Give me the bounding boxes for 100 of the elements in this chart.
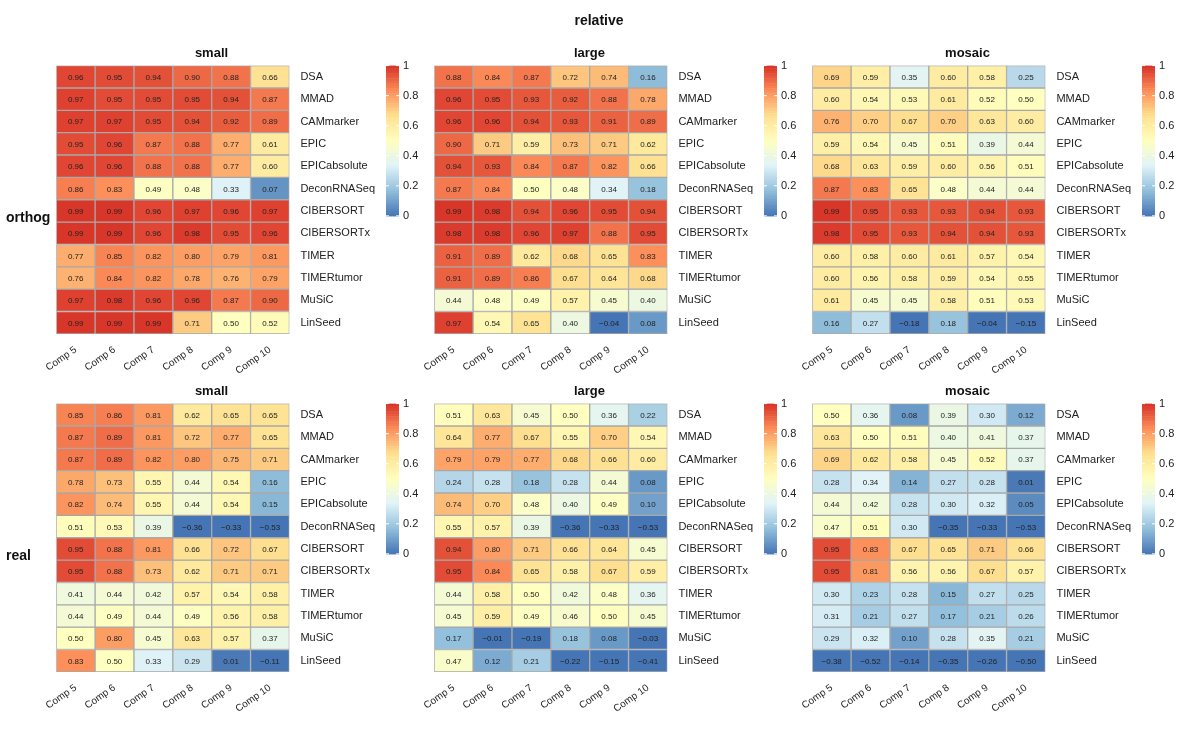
data-label: 0.49: [601, 499, 617, 509]
data-label: 0.34: [862, 477, 879, 487]
data-label: 0.39: [940, 410, 957, 420]
data-label: 0.81: [145, 410, 162, 420]
color-bar-label: 0.2: [1159, 516, 1175, 529]
data-label: 0.52: [979, 94, 995, 104]
data-label: 0.71: [601, 139, 617, 149]
y-tick-label: MMAD: [300, 92, 335, 105]
y-tick-label: DeconRNASeq: [300, 181, 375, 194]
color-bar-label: 0: [403, 208, 410, 221]
color-bar-label: 0.2: [1159, 178, 1175, 191]
data-label: 0.93: [901, 228, 918, 238]
y-tick-label: LinSeed: [300, 315, 341, 328]
data-label: 0.17: [940, 611, 957, 621]
color-bar-label: 0.2: [781, 516, 797, 529]
data-label: 0.96: [184, 295, 201, 305]
data-label: 0.25: [1018, 72, 1034, 82]
data-label: 0.79: [445, 454, 462, 464]
y-tick-label: DSA: [300, 407, 324, 420]
data-label: 0.88: [106, 544, 123, 554]
data-label: 0.71: [262, 566, 278, 576]
data-label: 0.63: [979, 116, 995, 126]
data-label: 0.95: [67, 566, 84, 576]
data-label: 0.44: [1018, 139, 1034, 149]
y-tick-label: MMAD: [1056, 430, 1091, 443]
data-label: 0.57: [979, 251, 995, 261]
data-label: 0.69: [823, 454, 840, 464]
data-label: 0.44: [106, 589, 123, 599]
y-tick-label: MuSiC: [678, 631, 712, 644]
data-label: 0.28: [901, 589, 918, 599]
data-label: 0.84: [484, 72, 501, 82]
data-label: 0.74: [106, 499, 123, 509]
data-label: 0.67: [262, 544, 278, 554]
data-label: 0.48: [562, 184, 579, 194]
color-bar-label: 0.8: [781, 88, 797, 101]
data-label: 0.45: [901, 295, 918, 305]
data-label: 0.96: [106, 161, 123, 171]
color-bar-label: 1: [781, 396, 788, 409]
data-label: −0.04: [976, 318, 998, 328]
data-label: 0.54: [223, 589, 239, 599]
data-label: 0.67: [523, 432, 540, 442]
data-label: 0.59: [640, 566, 656, 576]
data-label: 0.12: [484, 656, 501, 666]
data-label: 0.50: [523, 589, 540, 599]
data-label: 0.77: [523, 454, 540, 464]
data-label: 0.90: [445, 139, 462, 149]
color-bar-label: 0.8: [403, 426, 419, 439]
data-label: 0.48: [601, 589, 617, 599]
y-tick-label: EPICabsolute: [1056, 497, 1124, 510]
y-tick-label: CAMmarker: [300, 114, 360, 127]
data-label: 0.88: [601, 228, 617, 238]
data-label: 0.58: [262, 611, 278, 621]
data-label: 0.82: [601, 161, 617, 171]
data-label: 0.94: [979, 206, 995, 216]
data-label: −0.33: [598, 522, 620, 532]
data-label: 0.12: [1018, 410, 1034, 420]
y-tick-label: EPIC: [678, 136, 705, 149]
color-bar-label: 1: [403, 58, 410, 71]
data-label: 0.97: [67, 295, 84, 305]
data-label: 0.48: [523, 499, 540, 509]
data-label: 0.99: [106, 206, 123, 216]
data-label: 0.55: [445, 522, 462, 532]
data-label: −0.15: [1015, 318, 1037, 328]
data-label: 0.17: [445, 633, 462, 643]
data-label: 0.82: [145, 454, 162, 464]
data-label: 0.88: [145, 161, 162, 171]
data-label: 0.37: [1018, 454, 1034, 464]
data-label: 0.33: [223, 184, 239, 194]
data-label: 0.30: [901, 522, 918, 532]
data-label: 0.77: [223, 161, 239, 171]
data-label: 0.87: [67, 432, 84, 442]
data-label: 0.88: [184, 161, 201, 171]
data-label: 0.91: [601, 116, 617, 126]
data-label: 0.84: [523, 161, 540, 171]
data-label: 0.74: [445, 499, 462, 509]
data-label: 0.08: [901, 410, 918, 420]
data-label: 0.99: [67, 206, 84, 216]
data-label: 0.22: [640, 410, 656, 420]
data-label: 0.26: [1018, 611, 1034, 621]
data-label: 0.90: [262, 295, 278, 305]
data-label: 0.50: [823, 410, 840, 420]
y-tick-label: EPIC: [300, 136, 327, 149]
data-label: 0.21: [523, 656, 540, 666]
color-bar-label: 0: [1159, 208, 1166, 221]
data-label: 0.54: [640, 432, 656, 442]
data-label: 0.40: [562, 318, 579, 328]
data-label: 0.97: [445, 318, 462, 328]
data-label: 0.56: [901, 566, 918, 576]
color-bar-label: 0.6: [403, 456, 419, 469]
data-label: 0.91: [445, 273, 462, 283]
y-tick-label: CIBERSORTx: [300, 226, 371, 239]
data-label: 0.54: [223, 499, 239, 509]
data-label: 0.94: [184, 116, 201, 126]
data-label: 0.96: [562, 206, 579, 216]
data-label: 0.97: [262, 206, 278, 216]
chart-title: mosaic: [945, 45, 990, 61]
data-label: 0.89: [106, 432, 123, 442]
data-label: 0.87: [262, 94, 278, 104]
data-label: 0.95: [601, 206, 617, 216]
y-tick-label: MuSiC: [1056, 293, 1090, 306]
